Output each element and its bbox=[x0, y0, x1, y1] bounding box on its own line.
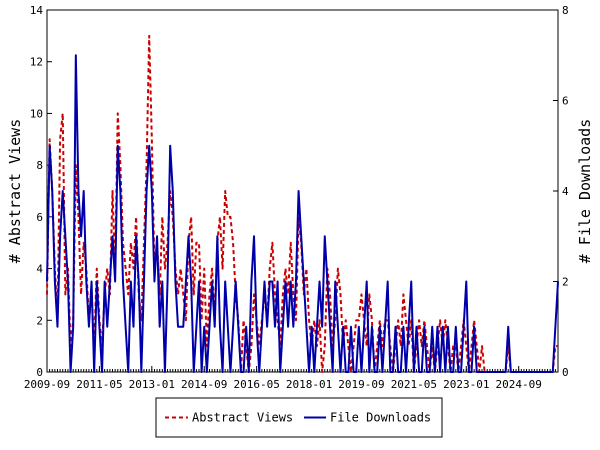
legend-label-file-downloads: File Downloads bbox=[330, 411, 431, 425]
y-tick-label: 0 bbox=[36, 366, 43, 379]
x-tick-label: 2014-09 bbox=[181, 378, 227, 391]
series-line-file-downloads bbox=[46, 54, 559, 373]
x-tick-label: 2024-09 bbox=[496, 378, 542, 391]
y2-tick-label: 0 bbox=[562, 366, 569, 379]
y2-tick-label: 6 bbox=[562, 95, 569, 108]
x-tick-label: 2011-05 bbox=[76, 378, 122, 391]
y2-tick-label: 2 bbox=[562, 276, 569, 289]
series-layer bbox=[46, 34, 559, 373]
x-tick-label: 2021-05 bbox=[391, 378, 437, 391]
x-tick-label: 2018-01 bbox=[286, 378, 332, 391]
y-tick-label: 8 bbox=[36, 159, 43, 172]
legend-label-abstract-views: Abstract Views bbox=[192, 411, 293, 425]
x-tick-label: 2013-01 bbox=[129, 378, 175, 391]
y-tick-label: 12 bbox=[30, 56, 43, 69]
y2-tick-label: 4 bbox=[562, 185, 569, 198]
x-tick-label: 2019-09 bbox=[338, 378, 384, 391]
y2-tick-label: 8 bbox=[562, 4, 569, 17]
y-axis-title: # Abstract Views bbox=[6, 119, 24, 264]
y-tick-label: 6 bbox=[36, 211, 43, 224]
y-tick-label: 4 bbox=[36, 263, 43, 276]
plot-area bbox=[46, 9, 559, 373]
x-tick-label: 2009-09 bbox=[24, 378, 70, 391]
y-tick-label: 14 bbox=[30, 4, 44, 17]
y2-axis-title: # File Downloads bbox=[576, 119, 594, 264]
x-tick-label: 2023-01 bbox=[443, 378, 489, 391]
legend: Abstract Views File Downloads bbox=[155, 397, 443, 438]
y-tick-label: 2 bbox=[36, 314, 43, 327]
y-axis-left: 0 2 4 6 8 10 12 14 bbox=[30, 4, 52, 379]
y-tick-label: 10 bbox=[30, 107, 43, 120]
x-tick-label: 2016-05 bbox=[233, 378, 279, 391]
y-axis-right: 0 2 4 6 8 bbox=[553, 4, 569, 379]
legend-box bbox=[155, 397, 443, 438]
